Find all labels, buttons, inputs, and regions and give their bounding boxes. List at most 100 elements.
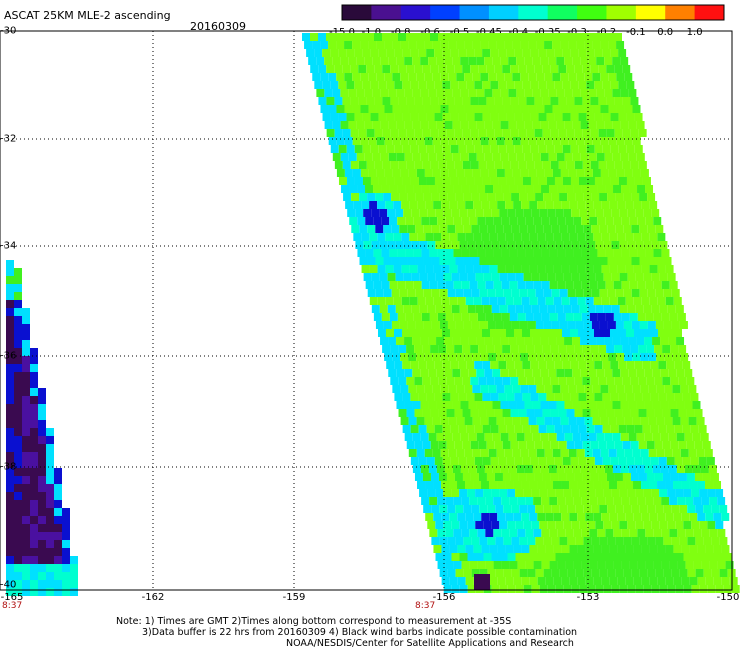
swath-cell (568, 353, 577, 361)
swath-cell (622, 161, 631, 169)
swath-cell (610, 113, 619, 121)
swath-cell (373, 281, 382, 289)
swath-cell (693, 497, 702, 505)
swath-cell (619, 553, 628, 561)
swath-cell (22, 484, 30, 492)
swath-cell (436, 337, 445, 345)
swath-cell (509, 313, 518, 321)
swath-cell (516, 153, 525, 161)
swath-cell (596, 121, 605, 129)
swath-cell (357, 217, 366, 225)
swath-cell (550, 161, 559, 169)
swath-cell (558, 129, 567, 137)
swath-cell (440, 137, 449, 145)
swath-cell (448, 169, 457, 177)
swath-cell (14, 420, 22, 428)
swath-cell (640, 353, 649, 361)
swath-cell (705, 577, 714, 585)
swath-cell (513, 233, 522, 241)
map-title: ASCAT 25KM MLE-2 ascending (4, 9, 171, 22)
swath-cell (30, 444, 38, 452)
swath-cell (450, 393, 459, 401)
swath-cell (556, 121, 565, 129)
swath-cell (552, 169, 561, 177)
swath-cell (431, 289, 440, 297)
swath-cell (14, 340, 22, 348)
swath-cell (30, 356, 38, 364)
swath-cell (500, 337, 509, 345)
swath-cell (546, 425, 555, 433)
swath-cell (408, 137, 417, 145)
swath-cell (6, 428, 14, 436)
swath-cell (14, 388, 22, 396)
swath-cell (362, 113, 371, 121)
swath-cell (526, 345, 535, 353)
swath-cell (381, 249, 390, 257)
swath-cell (431, 257, 440, 265)
swath-cell (670, 473, 679, 481)
colorbar-label: 0.0 (657, 27, 674, 38)
swath-cell (585, 329, 594, 337)
swath-cell (426, 393, 435, 401)
swath-cell (512, 449, 521, 457)
swath-cell (516, 465, 525, 473)
swath-cell (22, 444, 30, 452)
swath-cell (521, 577, 530, 585)
swath-cell (398, 409, 407, 417)
swath-cell (588, 465, 597, 473)
swath-cell (330, 145, 339, 153)
swath-cell (30, 404, 38, 412)
swath-cell (598, 473, 607, 481)
swath-cell (420, 153, 429, 161)
swath-cell (404, 369, 413, 377)
swath-cell (6, 556, 14, 564)
swath-cell (578, 425, 587, 433)
swath-cell (511, 193, 520, 201)
swath-cell (478, 441, 487, 449)
swath-cell (512, 353, 521, 361)
swath-cell (694, 441, 703, 449)
lat-label-34: -34 (0, 240, 17, 252)
swath-cell (479, 257, 488, 265)
swath-cell (521, 329, 530, 337)
swath-cell (502, 345, 511, 353)
swath-cell (473, 513, 482, 521)
swath-cell (550, 441, 559, 449)
swath-cell (448, 41, 457, 49)
swath-cell (415, 193, 424, 201)
swath-cell (595, 553, 604, 561)
swath-cell (656, 353, 665, 361)
swath-cell (475, 305, 484, 313)
swath-cell (655, 257, 664, 265)
swath-cell (554, 113, 563, 121)
swath-cell (404, 121, 413, 129)
swath-cell (527, 289, 536, 297)
swath-cell (422, 161, 431, 169)
swath-cell (574, 65, 583, 73)
swath-cell (374, 97, 383, 105)
swath-cell (391, 193, 400, 201)
swath-cell (480, 353, 489, 361)
colorbar-cell (518, 5, 549, 20)
swath-cell (464, 137, 473, 145)
swath-cell (429, 217, 438, 225)
swath-cell (360, 41, 369, 49)
swath-cell (430, 33, 438, 41)
swath-cell (500, 433, 509, 441)
swath-cell (400, 169, 409, 177)
swath-cell (562, 49, 571, 57)
swath-cell (488, 137, 497, 145)
swath-cell (649, 513, 658, 521)
swath-cell (384, 41, 393, 49)
swath-cell (558, 441, 567, 449)
swath-cell (709, 529, 718, 537)
swath-cell (466, 49, 475, 57)
swath-cell (384, 73, 393, 81)
swath-cell (477, 561, 486, 569)
swath-cell (446, 65, 455, 73)
swath-cell (574, 33, 582, 41)
swath-cell (422, 345, 431, 353)
swath-cell (505, 297, 514, 305)
swath-cell (515, 241, 524, 249)
swath-cell (634, 145, 643, 153)
